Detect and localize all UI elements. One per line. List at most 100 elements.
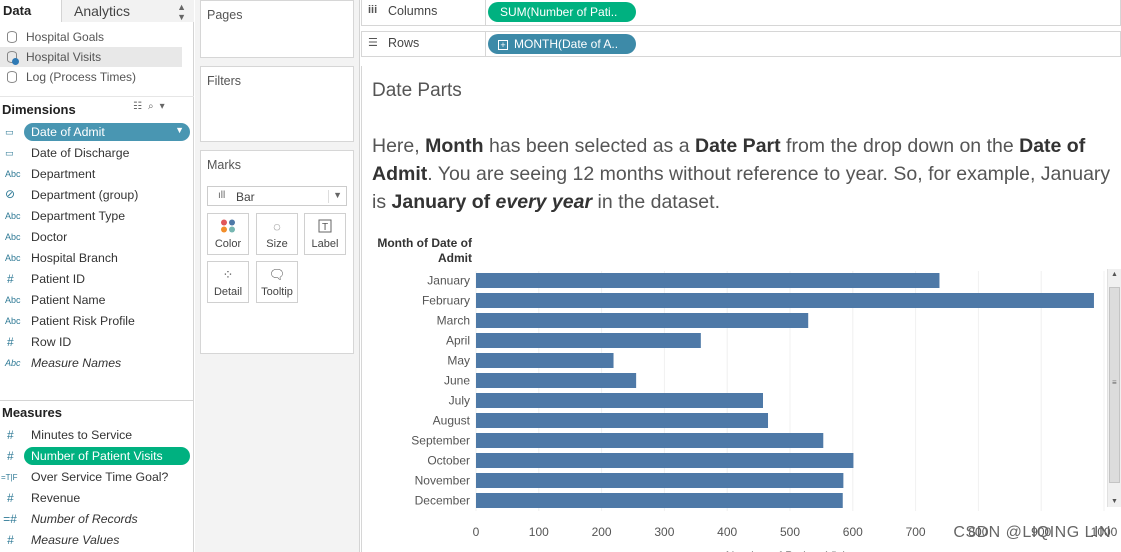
field-patient-id[interactable]: # Patient ID: [0, 269, 194, 289]
tab-analytics[interactable]: Analytics ▲ ▼: [62, 0, 194, 22]
bar: [476, 413, 769, 428]
pane-tabs: Data Analytics ▲ ▼: [0, 0, 194, 22]
x-tick-label: 800: [968, 525, 988, 539]
category-label: October: [427, 454, 470, 468]
field-department-type[interactable]: Abc Department Type: [0, 206, 194, 226]
category-label: September: [411, 434, 470, 448]
caption-bold: January of: [391, 191, 496, 213]
columns-measure-pill[interactable]: SUM(Number of Pati..: [488, 2, 636, 22]
field-label: Date of Admit: [31, 125, 105, 139]
datasource-hospital-visits[interactable]: Hospital Visits: [0, 47, 182, 67]
mark-type-dropdown[interactable]: ıll Bar ▼: [207, 186, 347, 206]
tooltip-button[interactable]: 🗨 Tooltip: [256, 261, 298, 303]
x-tick-label: 900: [1031, 525, 1051, 539]
caption-bold: Date of Admit: [372, 135, 1086, 185]
tooltip-speech-icon: 🗨: [268, 267, 286, 282]
field-row-id[interactable]: # Row ID: [0, 332, 194, 352]
field-label: Patient Risk Profile: [31, 314, 135, 328]
data-pane: Data Analytics ▲ ▼ Hospital Goals Hospita…: [0, 0, 194, 552]
tab-analytics-label: Analytics: [74, 3, 131, 19]
field-label: Patient Name: [31, 293, 106, 307]
field-label: Date of Discharge: [31, 146, 130, 160]
field-number-of-patient-visits[interactable]: # Number of Patient Visits: [0, 446, 194, 466]
category-label: January: [427, 274, 470, 288]
field-revenue[interactable]: # Revenue: [0, 488, 194, 508]
field-hospital-branch[interactable]: Abc Hospital Branch: [0, 248, 194, 268]
field-department-group[interactable]: ⊘ Department (group): [0, 185, 194, 205]
field-patient-name[interactable]: Abc Patient Name: [0, 290, 194, 310]
x-tick-label: 300: [654, 525, 674, 539]
rows-shelf[interactable]: ☰ Rows + MONTH(Date of A..: [361, 31, 1121, 57]
boolean-type-icon: =T|F: [1, 473, 18, 482]
size-button[interactable]: ◌ Size: [256, 213, 298, 255]
up-down-arrows-icon: ▲ ▼: [177, 2, 186, 22]
field-label: Department (group): [31, 188, 139, 202]
expand-plus-icon[interactable]: +: [498, 40, 508, 50]
pages-card[interactable]: Pages: [200, 0, 354, 58]
x-axis-title: Number of Patient Visits: [726, 549, 855, 552]
field-number-of-records[interactable]: =# Number of Records: [0, 509, 194, 529]
columns-shelf[interactable]: iii Columns SUM(Number of Pati..: [361, 0, 1121, 26]
marks-title: Marks: [207, 158, 242, 172]
detail-dots-icon: ⁘: [222, 267, 234, 282]
field-department[interactable]: Abc Department: [0, 164, 194, 184]
color-button[interactable]: Color: [207, 213, 249, 255]
number-type-icon: #: [7, 449, 14, 463]
color-label: Color: [214, 238, 242, 250]
field-label: Over Service Time Goal?: [31, 470, 169, 484]
list-view-icon[interactable]: ☷: [133, 101, 148, 112]
x-tick-label: 0: [473, 525, 480, 539]
caption-part: in the dataset.: [592, 191, 720, 213]
field-date-of-admit[interactable]: ▭ Date of Admit ▼: [0, 122, 194, 142]
detail-label: Detail: [213, 286, 243, 298]
field-date-of-discharge[interactable]: ▭ Date of Discharge: [0, 143, 194, 163]
marks-card: Marks ıll Bar ▼ Color ◌ Size T Label ⁘ D…: [200, 150, 354, 354]
bar: [476, 393, 763, 408]
bar: [476, 493, 843, 508]
number-type-icon: #: [7, 335, 14, 349]
vertical-scrollbar[interactable]: ▲ ≡ ▼: [1107, 269, 1121, 507]
category-label: May: [447, 354, 470, 368]
scrollbar-thumb[interactable]: ≡: [1109, 287, 1120, 483]
bar: [476, 473, 844, 488]
field-over-service-time-goal[interactable]: =T|F Over Service Time Goal?: [0, 467, 194, 487]
shelves: iii Columns SUM(Number of Pati.. ☰ Rows …: [361, 0, 1121, 60]
field-label: Revenue: [31, 491, 81, 505]
field-measure-values[interactable]: # Measure Values: [0, 530, 194, 550]
x-tick-label: 600: [843, 525, 863, 539]
abc-type-icon: Abc: [5, 316, 21, 326]
field-label: Number of Records: [31, 512, 138, 526]
cards-column: Pages Filters Marks ıll Bar ▼ Color ◌ Si…: [195, 0, 360, 552]
label-button[interactable]: T Label: [304, 213, 346, 255]
calendar-icon: ▭: [5, 127, 14, 137]
selected-field-pill[interactable]: Date of Admit ▼: [24, 123, 190, 141]
row-header-title: Month of Date of Admit: [377, 236, 472, 265]
x-tick-label: 400: [717, 525, 737, 539]
detail-button[interactable]: ⁘ Detail: [207, 261, 249, 303]
field-doctor[interactable]: Abc Doctor: [0, 227, 194, 247]
label-label: Label: [311, 238, 339, 250]
selected-field-pill[interactable]: Number of Patient Visits: [24, 447, 190, 465]
datasource-log-process-times[interactable]: Log (Process Times): [0, 67, 182, 87]
field-minutes-to-service[interactable]: # Minutes to Service: [0, 425, 194, 445]
worksheet-view: Date Parts Here, Month has been selected…: [361, 66, 1121, 552]
field-measure-names[interactable]: Abc Measure Names: [0, 353, 194, 373]
abc-type-icon: Abc: [5, 211, 21, 221]
search-icon[interactable]: ⌕: [147, 101, 160, 112]
tab-data[interactable]: Data: [0, 0, 62, 22]
dimensions-header: Dimensions: [2, 102, 76, 117]
scroll-down-arrow-icon[interactable]: ▼: [1111, 498, 1118, 505]
scroll-up-arrow-icon[interactable]: ▲: [1111, 271, 1118, 278]
mark-type-label: Bar: [236, 190, 255, 204]
datasource-hospital-goals[interactable]: Hospital Goals: [0, 27, 182, 47]
menu-arrow-icon[interactable]: ▾: [159, 101, 171, 112]
x-tick-label: 500: [780, 525, 800, 539]
rows-dimension-pill[interactable]: + MONTH(Date of A..: [488, 34, 636, 54]
grip-icon: ≡: [1112, 378, 1117, 387]
dropdown-arrow-icon[interactable]: ▼: [175, 125, 184, 135]
field-patient-risk-profile[interactable]: Abc Patient Risk Profile: [0, 311, 194, 331]
database-icon: [7, 71, 17, 83]
filters-card[interactable]: Filters: [200, 66, 354, 142]
number-type-icon: #: [7, 533, 14, 547]
columns-shelf-header: iii Columns: [362, 0, 486, 25]
